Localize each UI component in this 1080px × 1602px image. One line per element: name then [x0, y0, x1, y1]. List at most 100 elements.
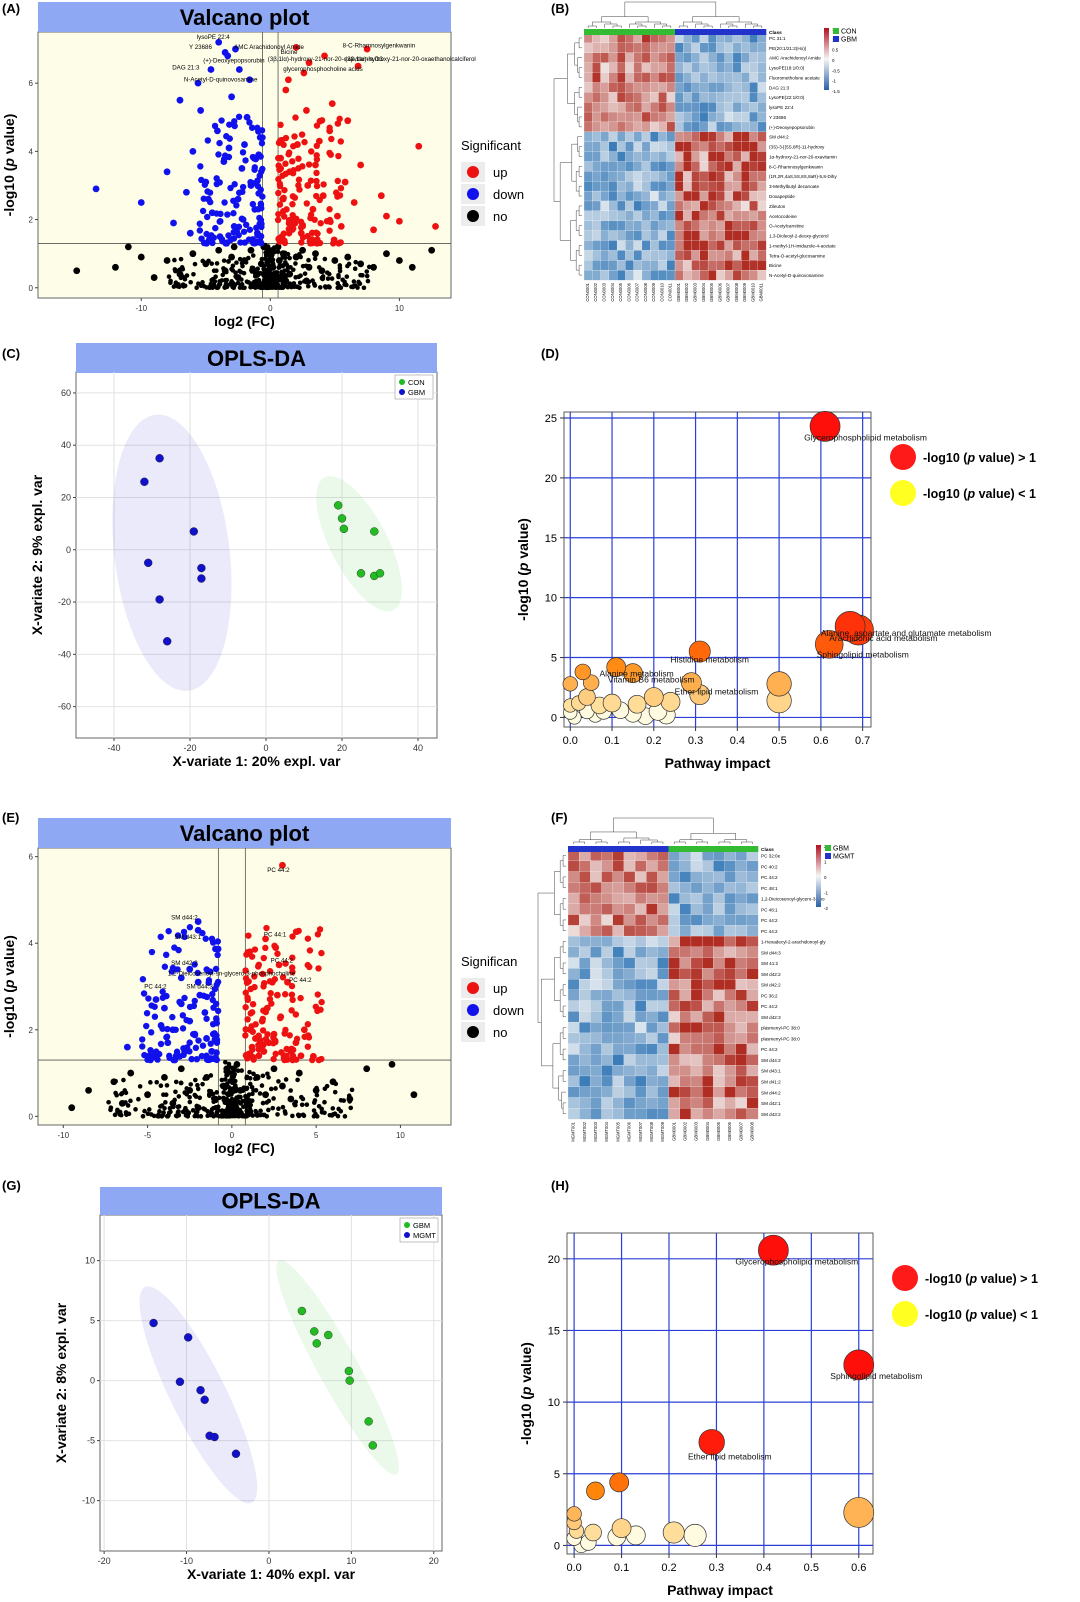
point-up — [341, 178, 349, 186]
point-up — [260, 980, 268, 987]
row-label: PC 48:1 — [761, 886, 778, 891]
point-up — [280, 213, 288, 220]
legend-label: -log10 (p value) > 1 — [925, 1272, 1038, 1286]
heatmap-cell — [679, 989, 692, 1002]
heatmap-cell — [650, 171, 659, 182]
point-no — [266, 257, 271, 263]
heatmap-cell — [746, 1054, 759, 1066]
annotation-label: SM d44:3 — [186, 984, 213, 991]
heatmap-cell — [674, 92, 684, 103]
row-label: LysoPE(18:1/0:0) — [769, 66, 805, 71]
column-label: MGMT009 — [660, 1121, 665, 1141]
heatmap-cell — [674, 62, 684, 73]
heatmap-cell — [612, 989, 625, 1002]
heatmap-cell — [583, 82, 593, 93]
heatmap-cell — [746, 1097, 759, 1109]
heatmap-cell — [592, 121, 601, 133]
heatmap-cell — [724, 131, 734, 143]
heatmap-cell — [666, 260, 676, 271]
heatmap-cell — [592, 82, 601, 93]
point-no — [250, 1113, 256, 1118]
heatmap-cell — [701, 882, 714, 894]
y-axis-label: -log10 (p value) — [1, 935, 17, 1038]
heatmap-cell — [668, 946, 681, 959]
point-no — [173, 1079, 179, 1085]
heatmap-cell — [657, 882, 670, 894]
heatmap-cell — [641, 141, 651, 152]
legend-title: Significan — [461, 954, 517, 969]
point-down — [213, 1049, 220, 1056]
heatmap-cell — [724, 1000, 737, 1012]
row-label: PC 44:2 — [761, 929, 778, 934]
row-dendrogram-branch — [559, 989, 564, 1012]
point-no — [85, 1086, 92, 1094]
point-down — [235, 113, 243, 121]
point-no — [126, 1111, 132, 1117]
point-down — [148, 948, 156, 956]
point-up — [295, 155, 302, 162]
heatmap-cell — [646, 946, 658, 959]
heatmap-cell — [749, 121, 759, 133]
point-down — [257, 153, 264, 160]
heatmap-cell — [579, 1043, 591, 1055]
heatmap-cell — [646, 1022, 658, 1034]
heatmap-cell — [601, 1097, 614, 1109]
legend-key-MGMT — [404, 1232, 410, 1238]
point-up — [246, 948, 254, 955]
column-label: GBM0001 — [671, 1121, 676, 1141]
point-down — [250, 239, 258, 247]
heatmap-cell — [590, 1011, 602, 1023]
heatmap-cell — [625, 141, 635, 152]
heatmap-cell — [579, 860, 591, 872]
point-no — [322, 1110, 327, 1116]
row-dendrogram-branch — [554, 871, 561, 915]
point-no — [193, 1077, 198, 1083]
heatmap-cell — [707, 121, 717, 133]
heatmap-cell — [641, 121, 651, 133]
point-no — [234, 274, 242, 281]
heatmap-cell — [716, 42, 726, 54]
heatmap-cell — [735, 1022, 748, 1034]
plot-area — [37, 31, 452, 299]
point-no — [124, 243, 132, 251]
point-up — [282, 960, 289, 967]
annotation-label: DAG 21:3 — [172, 65, 200, 72]
point-down — [203, 1035, 210, 1042]
point-down — [139, 1036, 146, 1043]
heatmap-cell — [625, 210, 635, 222]
legend-label-down: down — [493, 187, 524, 202]
heatmap-cell — [567, 1075, 580, 1088]
title-bar — [38, 818, 451, 848]
heatmap-cell — [716, 181, 726, 192]
class-bar-cell — [716, 29, 725, 35]
row-label: SM d44:2 — [761, 1058, 781, 1063]
heatmap-cell — [691, 181, 701, 192]
heatmap-cell — [625, 52, 635, 64]
heatmap-cell — [699, 102, 709, 113]
heatmap-cell — [600, 260, 610, 271]
point-down — [240, 228, 248, 235]
class-bar-cell — [724, 846, 736, 852]
point-no — [223, 1065, 231, 1073]
color-scale-tick: -1 — [832, 79, 836, 84]
annotation-label: PC 44:1 — [264, 932, 287, 939]
point-down — [194, 978, 202, 986]
heatmap-cell — [683, 52, 692, 64]
heatmap-cell — [608, 131, 618, 143]
heatmap-cell — [707, 52, 717, 64]
heatmap-cell — [601, 1000, 614, 1012]
heatmap-cell — [679, 1032, 692, 1045]
heatmap-cell — [657, 1032, 670, 1045]
heatmap-cell — [757, 171, 767, 182]
point-up — [289, 933, 296, 940]
heatmap-cell — [713, 1097, 725, 1109]
point-no — [306, 257, 311, 263]
class-bar-cell — [699, 29, 709, 35]
point-down — [191, 961, 198, 968]
heatmap-cell — [658, 42, 668, 54]
annotation-label: SM d44:2 — [171, 914, 198, 921]
heatmap-cell — [707, 190, 717, 202]
heatmap-cell — [746, 1075, 759, 1088]
heatmap-cell — [666, 151, 676, 162]
y-tick-label: 10 — [548, 1397, 560, 1409]
